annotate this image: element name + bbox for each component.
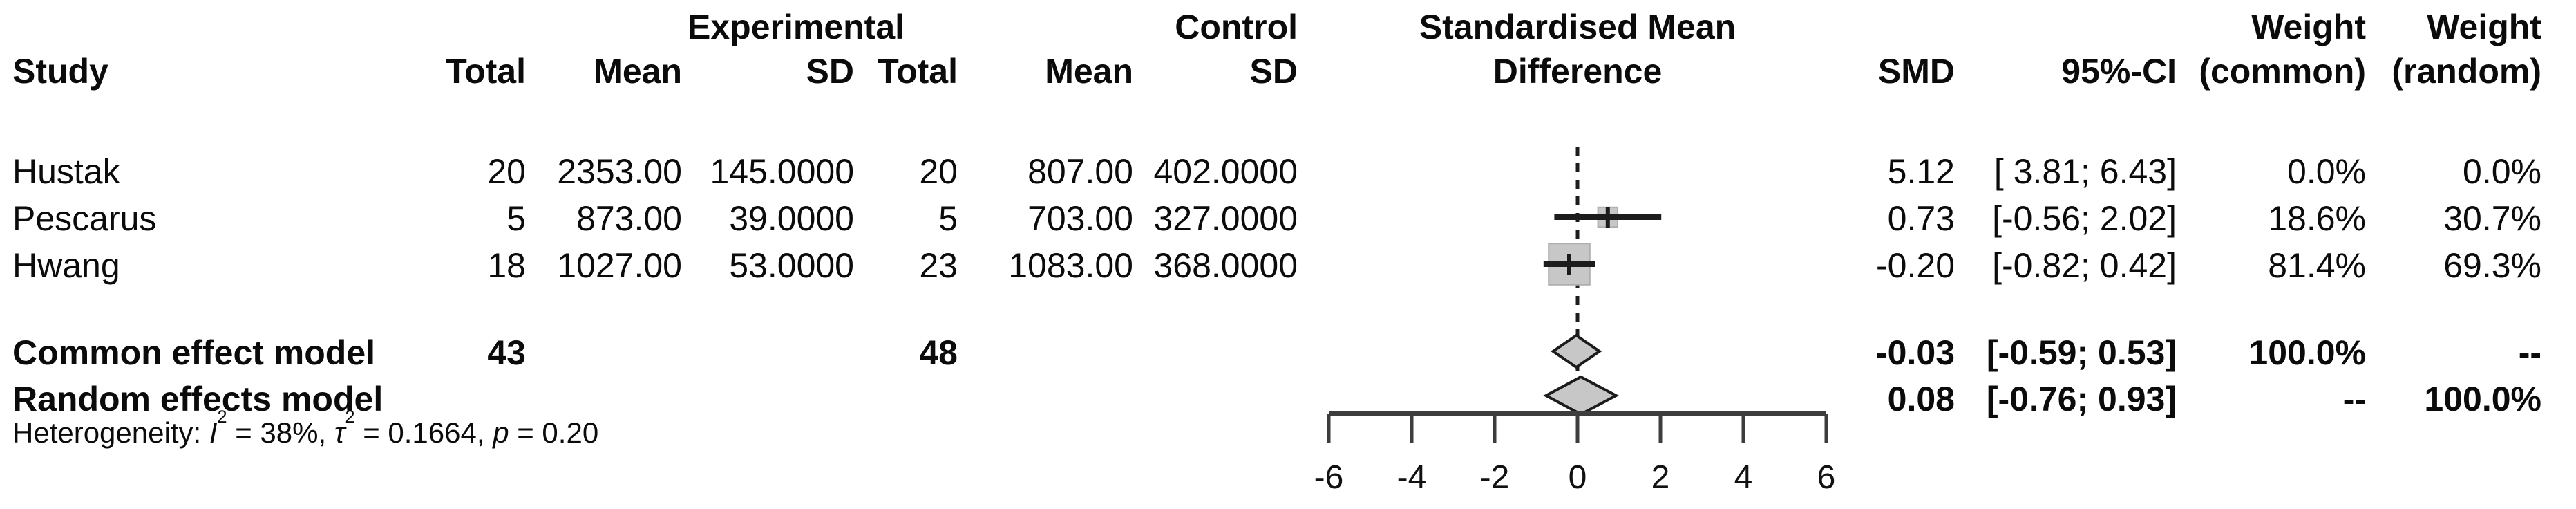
tau-squared-exponent: 2 xyxy=(345,407,355,427)
smd-cell: -0.20 xyxy=(1876,246,1955,285)
ctl-total-cell: 20 xyxy=(919,152,958,191)
exp-sd-cell: 53.0000 xyxy=(729,246,854,285)
weight-random-header-line1: Weight xyxy=(2427,8,2541,46)
weight-random-cell: 100.0% xyxy=(2424,380,2541,418)
smd-cell: 0.73 xyxy=(1887,199,1955,238)
ctl-total-cell: 23 xyxy=(919,246,958,285)
weight-random-cell: 69.3% xyxy=(2443,246,2541,285)
column-header-exp-mean: Mean xyxy=(594,52,682,91)
study-name: Hustak xyxy=(12,152,120,191)
ctl-total-cell: 48 xyxy=(919,333,958,372)
study-name: Hwang xyxy=(12,246,120,285)
column-header-exp-total: Total xyxy=(446,52,526,91)
ci-cell: [-0.56; 2.02] xyxy=(1992,199,2177,238)
smd-cell: 5.12 xyxy=(1887,152,1955,191)
exp-mean-cell: 2353.00 xyxy=(557,152,682,191)
tau-squared-value: = 0.1664, xyxy=(354,416,493,449)
ci-cell: [ 3.81; 6.43] xyxy=(1993,152,2177,191)
weight-common-cell: -- xyxy=(2342,380,2366,418)
group-header-experimental: Experimental xyxy=(688,8,905,46)
weight-common-header-line1: Weight xyxy=(2251,8,2366,46)
ci-cell: [-0.59; 0.53] xyxy=(1986,333,2177,372)
weight-random-header-line2: (random) xyxy=(2392,52,2541,91)
ctl-sd-cell: 402.0000 xyxy=(1153,152,1298,191)
study-row: Hustak 20 2353.00 145.0000 20 807.00 402… xyxy=(0,153,2576,190)
model-label: Random effects model xyxy=(12,380,383,418)
exp-total-cell: 18 xyxy=(487,246,526,285)
weight-common-cell: 81.4% xyxy=(2268,246,2366,285)
ctl-mean-cell: 807.00 xyxy=(1027,152,1133,191)
weight-common-cell: 18.6% xyxy=(2268,199,2366,238)
x-axis-tick-label: 4 xyxy=(1734,459,1753,496)
x-axis-tick-label: -6 xyxy=(1314,459,1344,496)
tau-squared-symbol: τ xyxy=(334,416,345,449)
common-effect-model-row: Common effect model 43 48 -0.03 [-0.59; … xyxy=(0,334,2576,371)
exp-sd-cell: 39.0000 xyxy=(729,199,854,238)
i-squared-exponent: 2 xyxy=(217,407,227,427)
exp-sd-cell: 145.0000 xyxy=(710,152,854,191)
study-row: Pescarus 5 873.00 39.0000 5 703.00 327.0… xyxy=(0,200,2576,237)
x-axis-tick-label: 6 xyxy=(1817,459,1836,496)
x-axis-tick-label: 2 xyxy=(1651,459,1670,496)
ctl-mean-cell: 703.00 xyxy=(1027,199,1133,238)
smd-cell: 0.08 xyxy=(1887,380,1955,418)
weight-common-header-line2: (common) xyxy=(2199,52,2366,91)
heterogeneity-prefix: Heterogeneity: xyxy=(12,416,209,449)
p-symbol: p xyxy=(493,416,509,449)
x-axis-tick-label: -4 xyxy=(1397,459,1427,496)
forest-column-title-line1: Standardised Mean xyxy=(1419,8,1736,46)
column-header-ctl-mean: Mean xyxy=(1045,52,1133,91)
column-header-ctl-total: Total xyxy=(878,52,958,91)
header-column-row: Study Total Mean SD Total Mean SD Differ… xyxy=(0,53,2576,90)
smd-cell: -0.03 xyxy=(1876,333,1955,372)
ctl-total-cell: 5 xyxy=(938,199,958,238)
ci-cell: [-0.82; 0.42] xyxy=(1992,246,2177,285)
ci-cell: [-0.76; 0.93] xyxy=(1986,380,2177,418)
exp-mean-cell: 1027.00 xyxy=(557,246,682,285)
header-group-row: Experimental Control Standardised Mean W… xyxy=(0,8,2576,46)
ctl-mean-cell: 1083.00 xyxy=(1008,246,1133,285)
i-squared-symbol: I xyxy=(209,416,218,449)
column-header-ctl-sd: SD xyxy=(1249,52,1298,91)
p-value: = 0.20 xyxy=(509,416,599,449)
weight-common-cell: 0.0% xyxy=(2287,152,2366,191)
study-name: Pescarus xyxy=(12,199,157,238)
random-effects-model-row: Random effects model 0.08 [-0.76; 0.93] … xyxy=(0,380,2576,418)
column-header-study: Study xyxy=(12,52,108,91)
weight-random-cell: -- xyxy=(2518,333,2541,372)
exp-total-cell: 5 xyxy=(506,199,526,238)
weight-random-cell: 0.0% xyxy=(2463,152,2541,191)
exp-mean-cell: 873.00 xyxy=(576,199,682,238)
i-squared-value: = 38%, xyxy=(227,416,334,449)
column-header-ci: 95%-CI xyxy=(2061,52,2177,91)
exp-total-cell: 20 xyxy=(487,152,526,191)
weight-random-cell: 30.7% xyxy=(2443,199,2541,238)
x-axis-tick-label: 0 xyxy=(1569,459,1587,496)
study-row: Hwang 18 1027.00 53.0000 23 1083.00 368.… xyxy=(0,247,2576,284)
column-header-smd: SMD xyxy=(1877,52,1955,91)
ctl-sd-cell: 327.0000 xyxy=(1153,199,1298,238)
heterogeneity-note: Heterogeneity: I2 = 38%, τ2 = 0.1664, p … xyxy=(12,409,599,450)
forest-column-title-line2: Difference xyxy=(1493,52,1663,91)
x-axis-tick-label: -2 xyxy=(1480,459,1510,496)
column-header-exp-sd: SD xyxy=(806,52,854,91)
model-label: Common effect model xyxy=(12,333,376,372)
exp-total-cell: 43 xyxy=(487,333,526,372)
weight-common-cell: 100.0% xyxy=(2248,333,2366,372)
ctl-sd-cell: 368.0000 xyxy=(1153,246,1298,285)
group-header-control: Control xyxy=(1175,8,1298,46)
